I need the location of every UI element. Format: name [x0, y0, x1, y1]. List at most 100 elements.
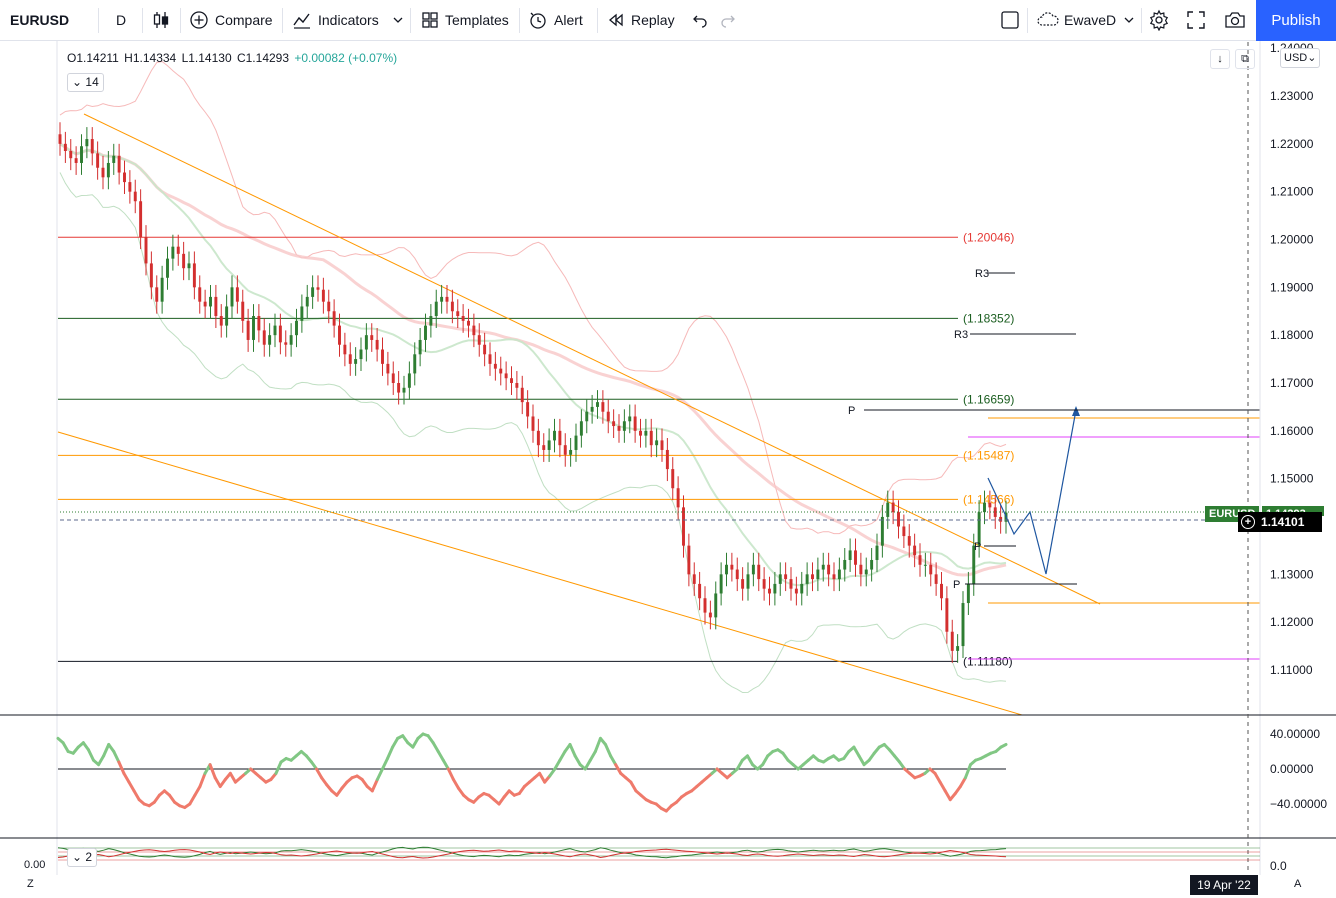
- plus-circle-icon[interactable]: +: [1241, 515, 1255, 529]
- candle-body: [827, 564, 831, 575]
- replay-button[interactable]: Replay: [607, 0, 675, 40]
- alarm-clock-icon: [528, 10, 548, 30]
- candle-body: [305, 296, 309, 307]
- candle-body: [429, 316, 433, 326]
- alert-button[interactable]: Alert: [528, 0, 583, 40]
- level-label: (1.11180): [963, 654, 1013, 668]
- osc-segment: [958, 776, 967, 788]
- osc-segment: [97, 754, 106, 767]
- osc-segment: [122, 771, 131, 784]
- auto-scale-button[interactable]: A: [1294, 878, 1302, 890]
- price-tick-label: 1.16000: [1270, 424, 1314, 438]
- candle-body: [80, 146, 83, 163]
- snapshot-button[interactable]: [1224, 0, 1246, 40]
- price-tick-label: 1.20000: [1270, 233, 1314, 247]
- layout-name-button[interactable]: EwaveD: [1036, 0, 1134, 40]
- candle-body: [719, 574, 723, 594]
- compare-button[interactable]: Compare: [189, 0, 273, 40]
- maximize-pane-icon[interactable]: ⧉: [1235, 49, 1255, 69]
- candle-body: [811, 574, 814, 580]
- currency-selector[interactable]: USD⌄: [1280, 48, 1321, 68]
- candle-body: [499, 368, 503, 374]
- candle-body: [96, 153, 100, 168]
- candles-chart-type-icon[interactable]: [150, 0, 172, 40]
- wave-projection-line: [987, 409, 1077, 575]
- candle-body: [655, 440, 659, 446]
- osc-segment: [588, 750, 597, 762]
- candle-body: [273, 325, 277, 336]
- candle-body: [579, 421, 583, 436]
- publish-label: Publish: [1271, 12, 1321, 29]
- candle-body: [832, 574, 836, 580]
- templates-button[interactable]: Templates: [421, 0, 509, 40]
- osc-segment: [188, 793, 197, 806]
- candle-body: [456, 311, 460, 317]
- settings-button[interactable]: [1148, 0, 1170, 40]
- level-label: (1.14566): [963, 492, 1014, 506]
- candle-body: [563, 445, 567, 455]
- indicator-collapse-badge-2[interactable]: ⌄ 2: [67, 848, 98, 867]
- osc-segment: [370, 778, 379, 793]
- osc-segment: [614, 763, 623, 775]
- pivot-label: R3: [954, 329, 968, 341]
- candle-body: [209, 296, 212, 307]
- layout-toggle-button[interactable]: [1000, 0, 1020, 40]
- chart-area[interactable]: (1.20046) (1.18352) (1.16659) (1.15487) (1.1…: [0, 41, 1336, 875]
- interval-button[interactable]: D: [116, 12, 127, 28]
- osc-tick-label: −40.00000: [1270, 797, 1327, 811]
- candle-body: [182, 253, 186, 269]
- price-tick-label: 1.11000: [1270, 663, 1313, 677]
- osc-segment: [943, 789, 952, 802]
- candle-body: [794, 588, 798, 594]
- candle-body: [751, 564, 755, 575]
- candle-body: [773, 583, 777, 594]
- candle-body: [843, 559, 847, 570]
- undo-button[interactable]: [692, 0, 708, 40]
- osc-segment: [735, 758, 744, 771]
- oscillator-pane: 40.00000 0.00000 −40.00000: [56, 727, 1327, 813]
- candle-body: [58, 134, 62, 144]
- candle-body: [789, 579, 793, 589]
- candle-body: [714, 593, 718, 618]
- scroll-down-icon[interactable]: ↓: [1210, 49, 1230, 69]
- candle-body: [262, 330, 266, 345]
- candle-body: [612, 421, 616, 427]
- candle-body: [461, 316, 465, 321]
- candle-body: [295, 320, 298, 336]
- divider: [1141, 8, 1142, 33]
- replay-label: Replay: [631, 12, 675, 28]
- candle-body: [966, 583, 970, 604]
- candle-body: [370, 335, 374, 340]
- divider: [98, 8, 99, 33]
- candle-body: [778, 574, 782, 584]
- indicator-collapse-badge[interactable]: ⌄ 14: [67, 73, 104, 92]
- candle-body: [149, 263, 153, 288]
- candle-body: [364, 335, 368, 350]
- candle-body: [977, 512, 981, 546]
- candle-body: [526, 402, 530, 417]
- fullscreen-button[interactable]: [1186, 0, 1206, 40]
- candle-body: [703, 598, 707, 613]
- candle-body: [553, 430, 556, 441]
- price-tick-label: 1.19000: [1270, 280, 1314, 294]
- candle-body: [940, 583, 943, 599]
- publish-button[interactable]: Publish: [1256, 0, 1336, 41]
- symbol-search[interactable]: EURUSD: [10, 12, 70, 28]
- candle-body: [424, 325, 427, 340]
- price-tick-label: 1.13000: [1270, 567, 1314, 581]
- candle-body: [854, 550, 857, 565]
- redo-button[interactable]: [720, 0, 736, 40]
- osc-segment: [609, 754, 618, 767]
- candle-body: [257, 316, 261, 331]
- osc-tick-label: 40.00000: [1270, 727, 1320, 741]
- candle-body: [90, 139, 94, 154]
- candle-body: [999, 516, 1003, 522]
- z-corner-button[interactable]: Z: [27, 878, 34, 890]
- candle-body: [300, 306, 304, 321]
- indicators-button[interactable]: Indicators: [292, 0, 403, 40]
- low-value: L1.14130: [181, 51, 232, 65]
- candle-body: [768, 588, 771, 594]
- candle-body: [972, 545, 976, 584]
- crosshair-price: 1.14101: [1261, 515, 1305, 529]
- candle-body: [74, 158, 78, 163]
